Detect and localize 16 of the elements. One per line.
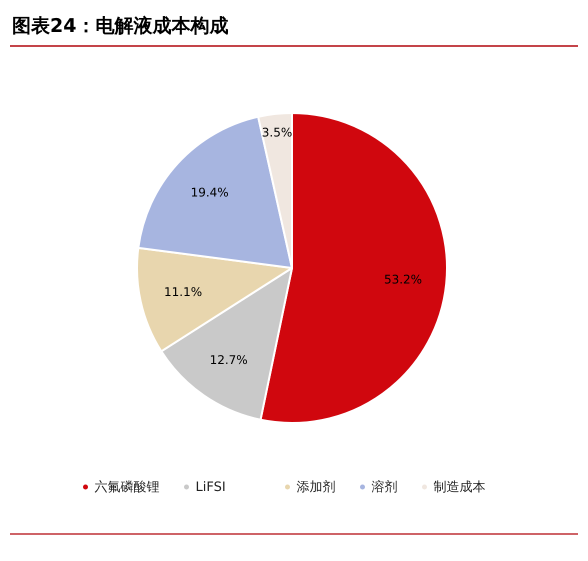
legend-label: 六氟磷酸锂 [94, 480, 160, 495]
data-label: 3.5% [262, 125, 292, 140]
legend-label: 溶剂 [372, 479, 398, 495]
legend-label: 制造成本 [434, 480, 486, 495]
pie-slice [260, 112, 448, 424]
legend-label: 添加剂 [296, 479, 336, 495]
data-label: 12.7% [210, 352, 248, 367]
pie-slice [160, 267, 293, 421]
pie-slice [136, 246, 293, 352]
chart-title: 图表24：电解液成本构成 [12, 15, 228, 37]
data-label: 19.4% [190, 186, 229, 200]
legend-label: LiFSI [196, 480, 226, 495]
data-label: 11.1% [164, 285, 202, 300]
data-label: 53.2% [384, 272, 422, 286]
pie-slice [137, 116, 293, 269]
pie-slice [257, 112, 293, 269]
